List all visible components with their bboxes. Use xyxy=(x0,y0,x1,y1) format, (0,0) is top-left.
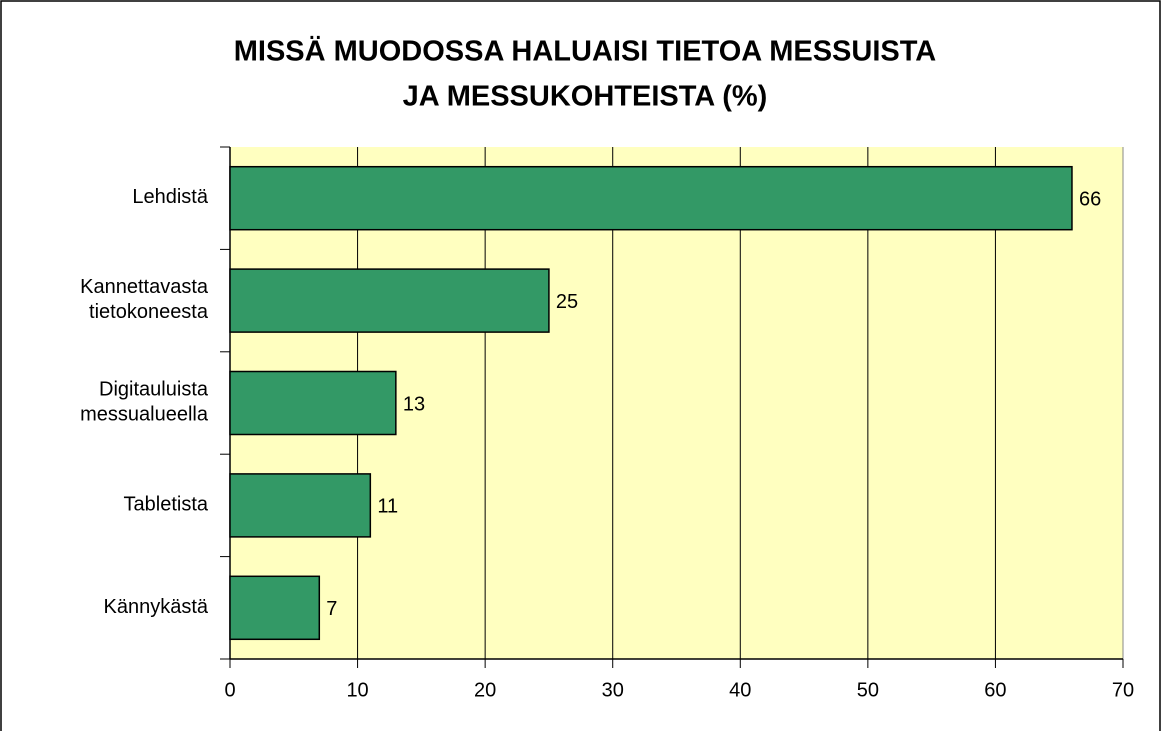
x-tick-label: 10 xyxy=(346,679,368,701)
x-tick-label: 20 xyxy=(474,679,496,701)
y-tick-label: Digitauluista messualueella xyxy=(80,379,209,426)
x-tick-label: 70 xyxy=(1112,679,1134,701)
y-tick-label: Tabletista xyxy=(124,494,209,516)
y-tick-label: Kannettavasta tietokoneesta xyxy=(80,276,209,323)
bar xyxy=(229,473,372,538)
bar xyxy=(229,575,321,641)
chart-title: MISSÄ MUODOSSA HALUAISI TIETOA MESSUISTA xyxy=(234,35,937,68)
x-tick-label: 50 xyxy=(857,679,879,701)
x-tick-label: 30 xyxy=(602,679,624,701)
x-tick-label: 40 xyxy=(729,679,751,701)
data-label: 13 xyxy=(403,393,425,415)
data-label: 7 xyxy=(326,598,337,620)
bar xyxy=(229,268,550,333)
data-label: 11 xyxy=(377,496,398,518)
x-tick-label: 0 xyxy=(224,679,235,701)
chart-title: JA MESSUKOHTEISTA (%) xyxy=(403,81,768,113)
bar xyxy=(229,370,397,436)
bar xyxy=(229,165,1073,231)
data-label: 66 xyxy=(1079,188,1101,210)
y-tick-label: Kännykästä xyxy=(103,596,208,618)
y-tick-label: Lehdistä xyxy=(132,186,208,208)
data-label: 25 xyxy=(556,291,578,313)
x-tick-label: 60 xyxy=(984,679,1006,701)
